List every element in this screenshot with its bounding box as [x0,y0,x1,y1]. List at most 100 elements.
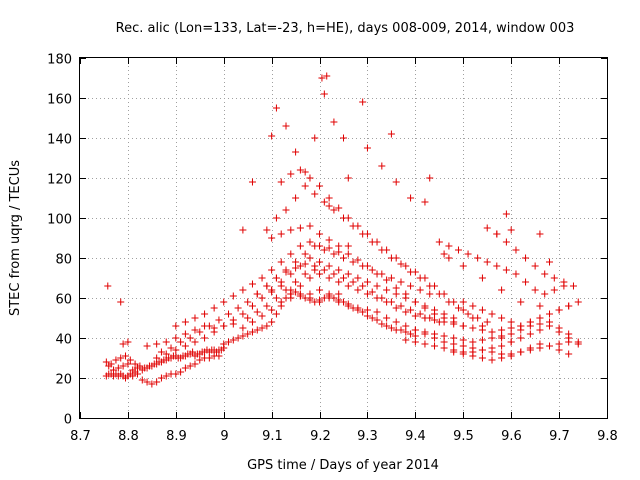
data-point [459,262,467,270]
data-point [157,358,165,366]
data-point [268,306,276,314]
data-point [411,268,419,276]
data-point [239,310,247,318]
data-point [402,290,410,298]
data-point [502,238,510,246]
data-point [124,338,132,346]
data-point [316,258,324,266]
data-point [507,226,515,234]
data-point [450,334,458,342]
data-point [253,308,261,316]
data-point [234,334,242,342]
y-tick-label: 40 [55,333,72,348]
data-point [459,298,467,306]
data-point [555,340,563,348]
data-point [263,302,271,310]
data-point [517,322,525,330]
data-point [301,294,309,302]
data-point [119,362,127,370]
data-point [186,362,194,370]
data-point [402,322,410,330]
data-point [172,322,180,330]
y-tick-label: 140 [47,133,72,148]
data-point [507,338,515,346]
data-point [172,352,180,360]
data-point [282,122,290,130]
data-point [416,310,424,318]
data-point [272,214,280,222]
data-point [555,346,563,354]
data-point [201,334,209,342]
data-point [560,278,568,286]
data-point [431,282,439,290]
data-point [440,332,448,340]
data-point [301,250,309,258]
data-point [531,262,539,270]
data-point [411,338,419,346]
data-point [311,134,319,142]
data-point [215,352,223,360]
data-point [550,286,558,294]
data-point [574,338,582,346]
data-point [363,278,371,286]
data-point [469,352,477,360]
data-point [330,118,338,126]
x-tick-label: 9.3 [357,429,378,444]
x-tick-label: 8.7 [70,429,91,444]
data-point [464,250,472,258]
data-points [102,72,582,388]
data-point [177,368,185,376]
data-point [397,260,405,268]
data-point [244,298,252,306]
data-point [306,274,314,282]
data-point [320,90,328,98]
data-point [517,298,525,306]
data-point [301,182,309,190]
data-point [110,366,118,374]
data-point [488,334,496,342]
data-point [292,194,300,202]
data-point [205,354,213,362]
data-point [210,304,218,312]
data-point [258,324,266,332]
data-point [411,332,419,340]
y-tick-labels: 0 20 40 60 80 100 120 140 160 180 [47,53,72,428]
data-point [450,348,458,356]
x-axis-label: GPS time / Days of year 2014 [247,458,439,473]
y-tick-label: 60 [55,293,72,308]
data-point [277,178,285,186]
data-point [536,302,544,310]
data-point [354,304,362,312]
data-point [536,230,544,238]
data-point [354,222,362,230]
data-point [172,370,180,378]
data-point [402,336,410,344]
data-point [316,296,324,304]
x-tick-label: 9.1 [262,429,283,444]
data-point [167,344,175,352]
data-point [335,290,343,298]
data-point [220,340,228,348]
data-point [368,288,376,296]
data-point [325,262,333,270]
data-point [526,330,534,338]
data-point [344,282,352,290]
data-point [387,274,395,282]
data-point [378,320,386,328]
data-point [546,310,554,318]
data-point [359,98,367,106]
y-tick-label: 120 [47,173,72,188]
data-point [440,344,448,352]
data-point [248,302,256,310]
data-point [373,316,381,324]
data-point [507,330,515,338]
data-point [397,278,405,286]
data-point [167,354,175,362]
data-point [119,340,127,348]
data-point [172,334,180,342]
data-point [292,278,300,286]
data-point [277,278,285,286]
data-point [244,314,252,322]
data-point [181,364,189,372]
data-point [502,266,510,274]
